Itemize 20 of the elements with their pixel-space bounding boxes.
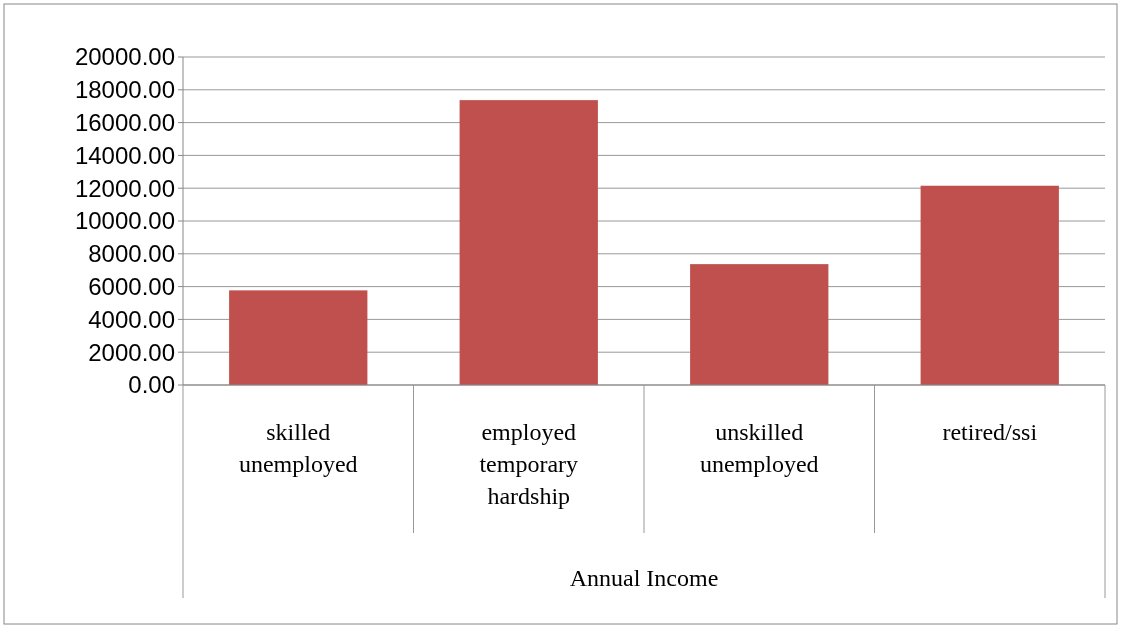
y-tick-label: 4000.00 xyxy=(88,305,175,333)
y-tick-label: 10000.00 xyxy=(74,207,175,235)
bar xyxy=(920,185,1059,385)
x-tick-label: unskilled unemployed xyxy=(699,419,819,477)
y-tick-label: 8000.00 xyxy=(88,240,175,268)
y-tick-label: 18000.00 xyxy=(74,76,175,104)
y-tick-label: 16000.00 xyxy=(74,109,175,136)
y-tick-label: 6000.00 xyxy=(88,273,175,300)
y-tick-label: 2000.00 xyxy=(88,338,175,366)
bar xyxy=(459,100,598,385)
x-tick-label: skilled unemployed xyxy=(238,419,358,477)
x-tick-label: employed temporary hardship xyxy=(479,419,579,509)
y-tick-label: 12000.00 xyxy=(74,174,175,202)
x-tick-label: retired/ssi xyxy=(942,419,1038,445)
x-axis-title: Annual Income xyxy=(569,565,719,591)
bar xyxy=(229,290,368,385)
bar xyxy=(690,264,829,385)
y-tick-label: 14000.00 xyxy=(74,141,175,169)
y-tick-label: 0.00 xyxy=(128,371,175,399)
y-tick-label: 20000.00 xyxy=(74,43,175,71)
